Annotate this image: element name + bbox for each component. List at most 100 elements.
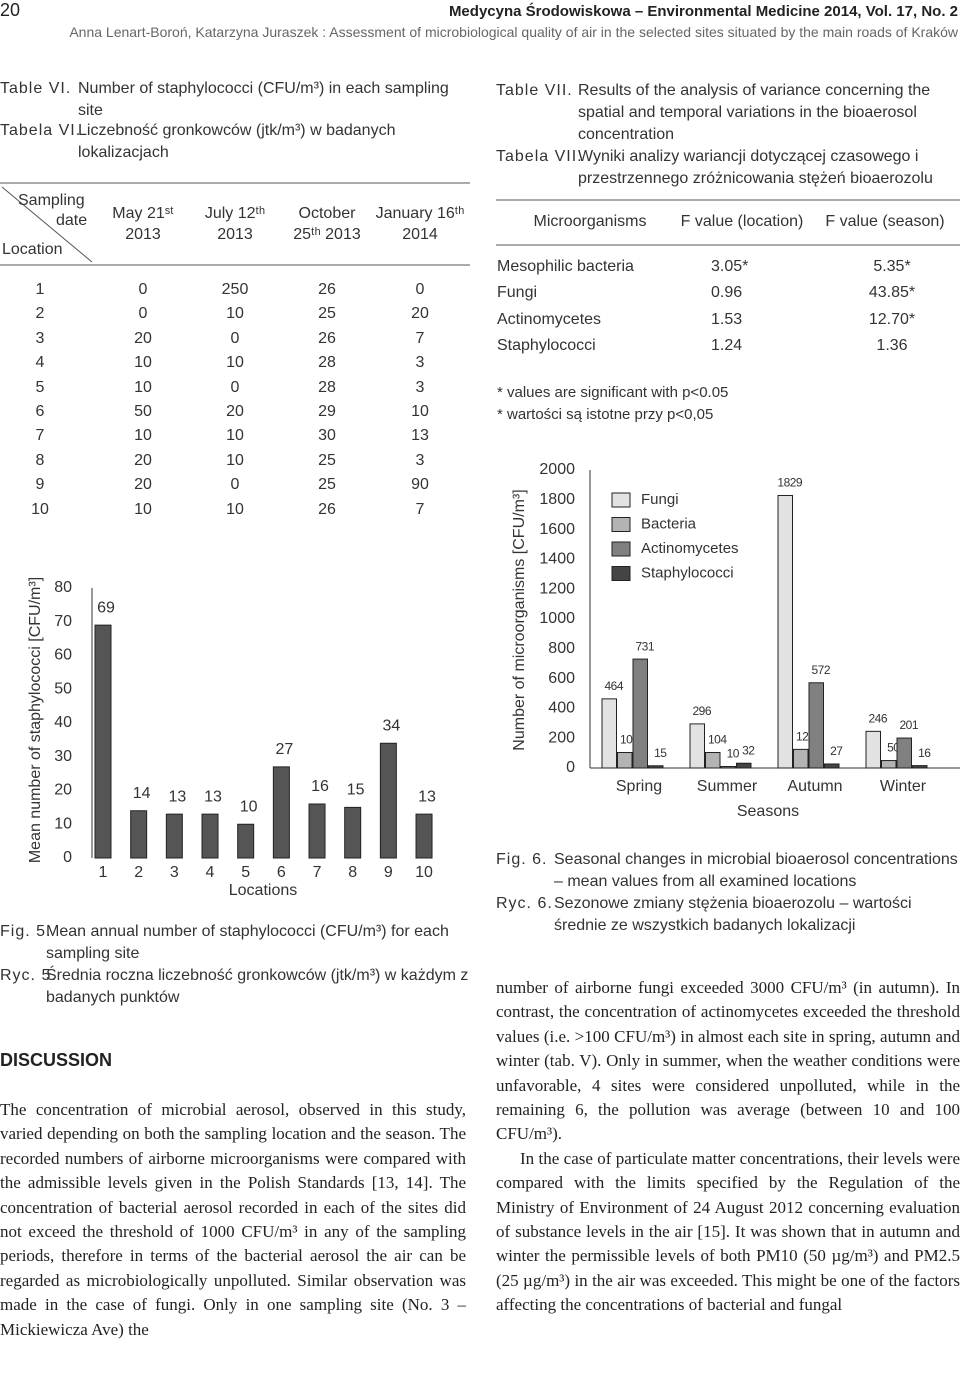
value-label: 14 (133, 785, 151, 802)
table-cell: 43.85* (868, 284, 916, 302)
y-tick-label: 400 (548, 700, 575, 717)
table-corner: date (56, 212, 88, 229)
page-number: 20 (0, 0, 21, 20)
legend-swatch (611, 541, 631, 557)
value-label: 10 (727, 747, 740, 761)
value-label: 27 (275, 741, 293, 758)
table-corner: Sampling (18, 192, 85, 209)
value-label: 201 (899, 718, 918, 732)
table-diagonal (1, 186, 93, 263)
value-label: 464 (604, 679, 623, 693)
bar (165, 813, 183, 859)
value-label: 16 (311, 778, 329, 795)
table-note: * values are significant with p<0.05 (497, 384, 729, 401)
table-caption-text: Liczebność gronkowców (jtk/m³) w badanyc… (78, 122, 396, 161)
bar (865, 730, 881, 769)
table-cell: Mesophilic bacteria (497, 258, 634, 275)
x-axis-label: Seasons (737, 803, 799, 820)
table-cell: 10 (134, 354, 152, 372)
column-header: 2013 (125, 226, 161, 243)
table-caption: Tabela VI. Liczebność gronkowców (jtk/m³)… (0, 120, 470, 164)
value-label: 572 (811, 663, 830, 677)
x-tick-label: 5 (241, 864, 250, 881)
x-tick-label: 4 (206, 864, 215, 881)
bar (617, 752, 633, 769)
table-cell: 25 (318, 476, 336, 494)
column-header: Microorganisms (533, 213, 647, 230)
column-header: July 12ᵗʰ (204, 205, 266, 222)
table-cell: 25 (318, 305, 336, 323)
table-cell: 12.70* (868, 310, 916, 328)
table-cell: 10 (226, 354, 244, 372)
paragraph: The concentration of microbial aerosol, … (0, 1100, 466, 1339)
table-cell: 3 (415, 451, 425, 469)
table-caption-label: Table VII. (496, 82, 573, 99)
table-caption: Tabela VII. Wyniki analizy wariancji doty… (496, 146, 960, 190)
x-tick-label: Winter (880, 778, 927, 795)
y-tick-label: 0 (63, 849, 72, 866)
table-cell: 0 (138, 281, 148, 298)
bar (308, 803, 326, 859)
figure-caption-label: Ryc. 5. (0, 967, 57, 984)
x-tick-label: 8 (348, 864, 357, 881)
x-tick-label: Summer (697, 778, 758, 795)
table-cell: 7 (415, 329, 425, 347)
column-header: January 16ᵗʰ (375, 205, 465, 222)
table-cell: 28 (318, 354, 336, 372)
value-label: 296 (692, 704, 711, 718)
table-cell: 26 (318, 500, 336, 518)
y-tick-label: 0 (566, 759, 575, 776)
table-cell: 10 (134, 427, 152, 445)
column-header: 2013 (217, 226, 253, 243)
bar (824, 763, 840, 769)
y-tick-label: 70 (54, 613, 72, 630)
table-caption-text: Number of staphylococci (CFU/m³) in each… (78, 80, 449, 119)
figure-caption: Fig. 5. Mean annual number of staphylococ… (0, 921, 470, 965)
legend-swatch (611, 566, 631, 581)
table-cell: 20 (411, 305, 429, 323)
legend-label: Bacteria (641, 515, 697, 532)
table-cell: 10 (31, 500, 49, 518)
column-header: 2014 (402, 226, 438, 243)
legend-label: Staphylococci (641, 564, 734, 581)
y-tick-label: 2000 (539, 461, 575, 478)
table-cell: 2 (35, 305, 45, 323)
y-tick-label: 80 (54, 579, 72, 596)
y-tick-label: 600 (548, 670, 575, 687)
bar (736, 762, 752, 769)
paragraph: number of airborne fungi exceeded 3000 C… (496, 978, 960, 1144)
figure-caption-text: Mean annual number of staphylococci (CFU… (46, 923, 449, 962)
table-cell: 3 (415, 378, 425, 396)
table-cell: 30 (318, 427, 336, 445)
y-tick-label: 1000 (539, 610, 575, 627)
figure-caption: Ryc. 5. Średnia roczna liczebność gronkow… (0, 965, 470, 1009)
legend-label: Actinomycetes (641, 540, 739, 557)
y-axis-label: Number of microorganisms [CFU/m³] (511, 489, 528, 750)
table-cell: 26 (318, 281, 336, 298)
table-cell: 0 (230, 329, 240, 347)
bar (648, 765, 664, 769)
y-tick-label: 30 (54, 748, 72, 765)
bar (896, 737, 912, 769)
table-cell: 3 (415, 354, 425, 372)
x-tick-label: 3 (170, 864, 179, 881)
table-cell: 3.05* (711, 258, 749, 275)
table-cell: 90 (411, 476, 429, 494)
x-tick-label: 2 (134, 864, 143, 881)
table-cell: 28 (318, 378, 336, 396)
table-cell: 5.35* (873, 258, 911, 275)
column-header: F value (season) (825, 213, 945, 230)
y-tick-label: 1600 (539, 521, 575, 538)
value-label: 246 (868, 712, 887, 726)
section-heading: DISCUSSION (0, 1050, 113, 1070)
bar (705, 752, 721, 769)
value-label: 15 (654, 746, 667, 760)
table-cell: 10 (411, 403, 429, 420)
text-column: number of airborne fungi exceeded 3000 C… (496, 976, 960, 1318)
table-cell: 20 (134, 451, 152, 469)
table-cell: 4 (35, 354, 45, 372)
value-label: 1829 (777, 476, 803, 490)
table-cell: 10 (134, 500, 152, 518)
table-caption: Table VI. Number of staphylococci (CFU/m³… (0, 78, 470, 122)
